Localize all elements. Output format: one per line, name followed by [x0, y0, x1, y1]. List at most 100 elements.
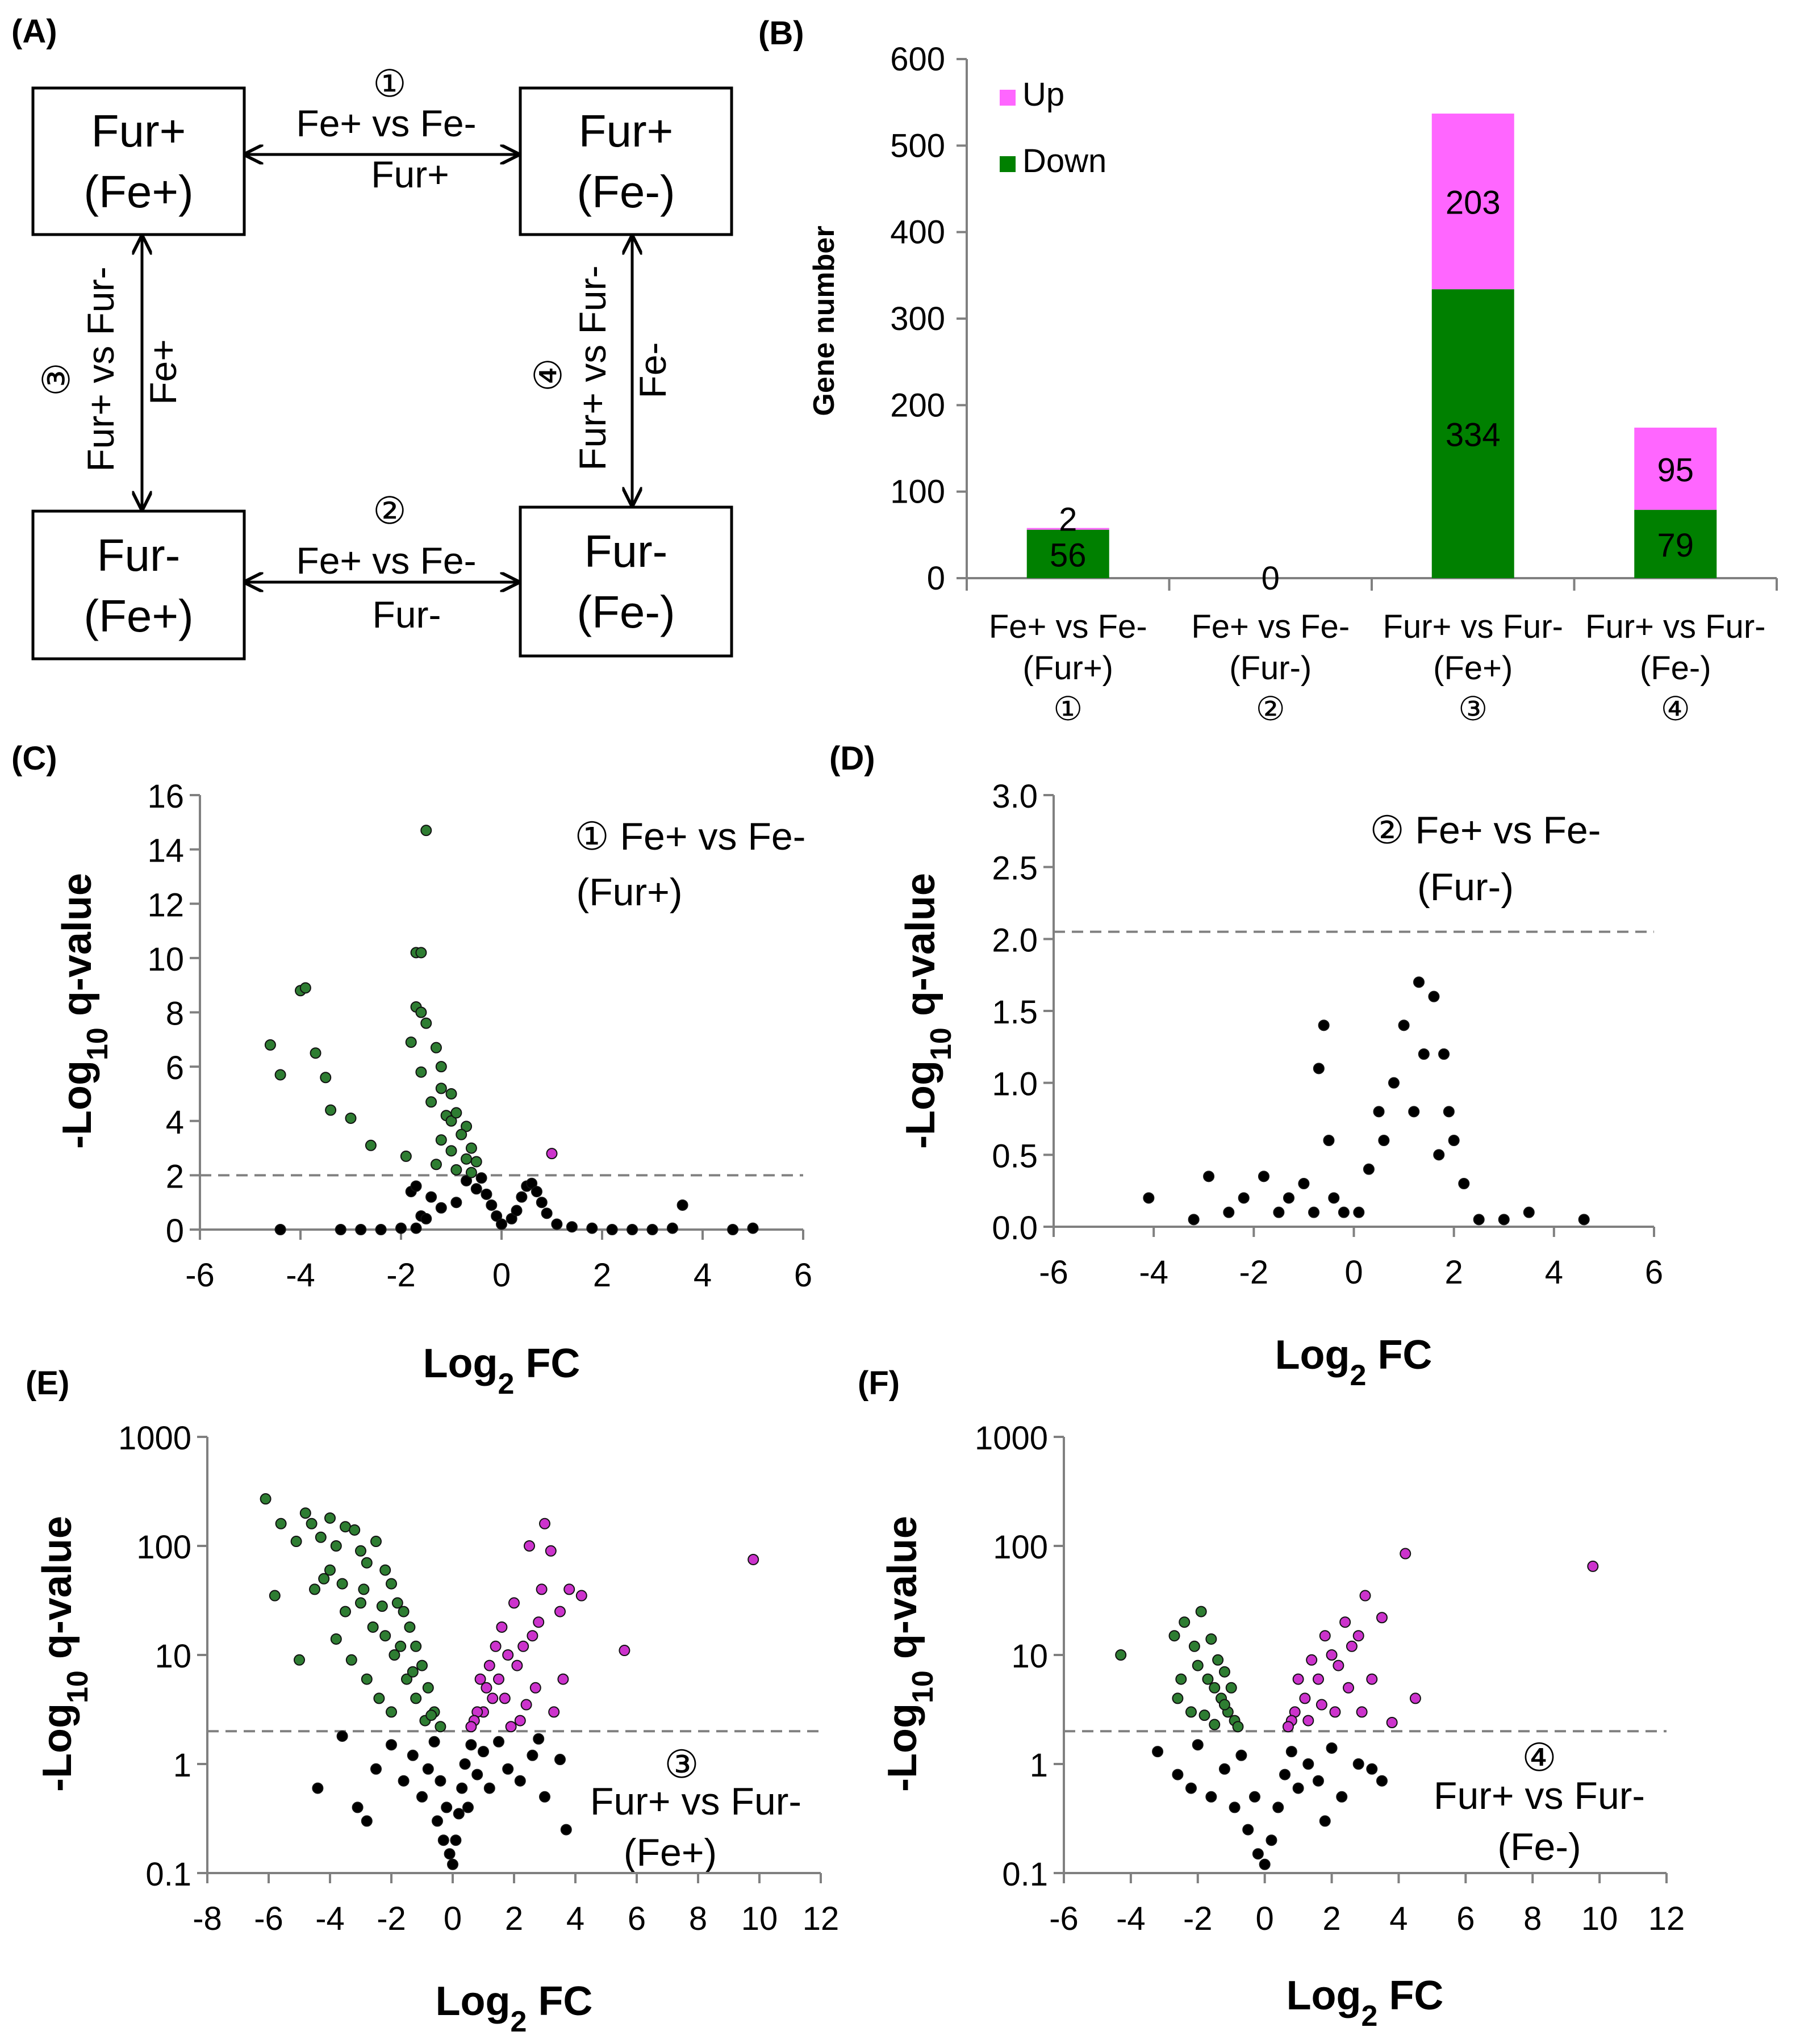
panel-e-point-down: [376, 1600, 388, 1612]
panel-e-point-ns: [493, 1736, 504, 1748]
panel-f-annotation-line2: (Fe-): [1497, 1825, 1581, 1869]
panel-f-point-up: [1292, 1673, 1304, 1685]
panel-c-point-ns: [531, 1186, 542, 1198]
panel-f-point-ns: [1259, 1858, 1271, 1870]
panel-f-point-down: [1202, 1673, 1214, 1685]
box-furplus-feplus: [31, 86, 246, 236]
panel-f-point-down: [1185, 1706, 1197, 1718]
panel-b-y-tick-label: 200: [890, 387, 945, 424]
panel-e-point-up: [514, 1715, 526, 1727]
panel-b-y-tick-label: 300: [890, 300, 945, 337]
panel-d-point-ns: [1353, 1206, 1365, 1218]
panel-f-point-down: [1175, 1673, 1187, 1685]
panel-c-point-ns: [461, 1174, 473, 1186]
box-furminus-feminus-line1: Fur-: [584, 526, 668, 576]
panel-c-annotation-line1: ① Fe+ vs Fe-: [575, 815, 806, 858]
box-furplus-feplus-line1: Fur+: [91, 106, 186, 156]
panel-d-point-ns: [1258, 1171, 1269, 1182]
edge-3-line2: Fe+: [142, 339, 184, 405]
panel-e-point-down: [349, 1524, 361, 1536]
panel-e-point-up: [539, 1518, 550, 1529]
panel-c-point-ns: [511, 1205, 523, 1217]
panel-e-point-up: [575, 1590, 587, 1602]
panel-f: (F) ④ Fur+ vs Fur- (Fe-) 0.11101001000-6…: [858, 1365, 1685, 2033]
panel-e-point-down: [410, 1692, 422, 1704]
panel-c-x-tick-label: 4: [694, 1257, 712, 1294]
panel-e-point-down: [299, 1507, 311, 1519]
panel-b-legend-up-swatch: [1000, 90, 1016, 106]
box-furminus-feplus: [31, 509, 246, 661]
panel-f-x-tick-label: -2: [1183, 1900, 1213, 1937]
panel-f-point-ns: [1266, 1834, 1277, 1846]
panel-c-x-tick-label: 2: [593, 1257, 611, 1294]
panel-c-point-ns: [646, 1224, 658, 1235]
panel-f-point-down: [1115, 1649, 1127, 1661]
panel-c-point-ns: [435, 1202, 447, 1214]
edge-2-line2: Fur-: [373, 593, 441, 636]
panel-e-point-down: [386, 1578, 397, 1590]
panel-d-point-ns: [1473, 1214, 1485, 1226]
panel-b-legend-up-label: Up: [1022, 76, 1064, 113]
panel-c-point-down: [470, 1156, 482, 1168]
panel-d-x-tick-label: 4: [1545, 1254, 1563, 1291]
panel-b-bar-up-label: 2: [1059, 501, 1077, 538]
panel-a: (A) Fur+ (Fe+) Fur+ (Fe-) Fur- (Fe+) Fur…: [11, 13, 733, 661]
panel-d-x-tick-label: 2: [1445, 1254, 1463, 1291]
panel-c-y-tick-label: 16: [147, 778, 184, 815]
panel-c-point-ns: [526, 1177, 538, 1189]
panel-d-point-ns: [1448, 1135, 1460, 1146]
panel-f-y-tick-label: 10: [1011, 1638, 1048, 1675]
panel-b-y-tick-label: 100: [890, 474, 945, 511]
panel-f-point-up: [1312, 1673, 1324, 1685]
panel-f-y-tick-label: 0.1: [1002, 1856, 1048, 1893]
panel-f-x-tick-label: 0: [1256, 1900, 1274, 1937]
panel-c-x-tick-label: -4: [286, 1257, 315, 1294]
panel-e-point-down: [379, 1564, 391, 1576]
panel-e-point-up: [554, 1606, 566, 1617]
panel-e-point-up: [517, 1640, 529, 1652]
panel-e-y-tick-label: 10: [154, 1638, 191, 1675]
panel-e-x-tick-label: -2: [377, 1900, 406, 1937]
panel-f-point-ns: [1319, 1815, 1331, 1827]
panel-f-point-down: [1188, 1640, 1200, 1652]
panel-d-point-ns: [1443, 1106, 1455, 1118]
panel-c-annotation-line2: (Fur+): [577, 871, 683, 914]
panel-e-point-down: [435, 1721, 446, 1733]
panel-c-y-tick-label: 8: [166, 996, 184, 1033]
panel-c-point-down: [320, 1072, 332, 1084]
panel-f-x-tick-label: 4: [1389, 1900, 1408, 1937]
panel-b-y-tick-label: 400: [890, 214, 945, 251]
panel-e-point-ns: [422, 1763, 434, 1775]
panel-e-point-up: [527, 1630, 538, 1642]
panel-e-y-tick-label: 100: [136, 1529, 191, 1566]
panel-e-point-up: [545, 1545, 557, 1557]
panel-e-point-down: [275, 1518, 287, 1529]
panel-f-x-tick-label: -4: [1116, 1900, 1146, 1937]
panel-e-point-down: [422, 1682, 434, 1694]
panel-b-category-label: (Fur+): [1023, 650, 1114, 687]
panel-e-point-up: [490, 1640, 502, 1652]
panel-c-point-ns: [606, 1224, 618, 1235]
panel-f-point-ns: [1235, 1749, 1247, 1761]
panel-b-category-label: Fur+ vs Fur-: [1383, 608, 1563, 645]
panel-e-point-up: [474, 1673, 486, 1685]
box-furminus-feminus-line2: (Fe-): [577, 587, 675, 637]
panel-e-point-up: [536, 1583, 548, 1595]
panel-f-point-ns: [1185, 1782, 1197, 1794]
panel-e-point-up: [557, 1673, 569, 1685]
panel-c-point-down: [435, 1061, 447, 1073]
panel-e-point-ns: [560, 1824, 572, 1836]
panel-d-x-tick-label: 6: [1645, 1254, 1663, 1291]
panel-d-y-tick-label: 1.0: [992, 1066, 1038, 1103]
panel-e: (E) ③ Fur+ vs Fur- (Fe+) 0.11101001000-8…: [26, 1365, 839, 2038]
panel-b-category-label: Fe+ vs Fe-: [1191, 608, 1350, 645]
panel-c-point-down: [461, 1121, 473, 1132]
panel-e-point-up: [508, 1597, 520, 1609]
panel-d-point-ns: [1438, 1048, 1450, 1060]
panel-e-point-ns: [336, 1730, 348, 1742]
panel-e-point-ns: [407, 1749, 419, 1761]
panel-d-y-tick-label: 0.5: [992, 1138, 1038, 1174]
panel-c-point-ns: [425, 1191, 437, 1203]
panel-e-point-ns: [450, 1834, 462, 1846]
panel-e-point-down: [410, 1640, 422, 1652]
